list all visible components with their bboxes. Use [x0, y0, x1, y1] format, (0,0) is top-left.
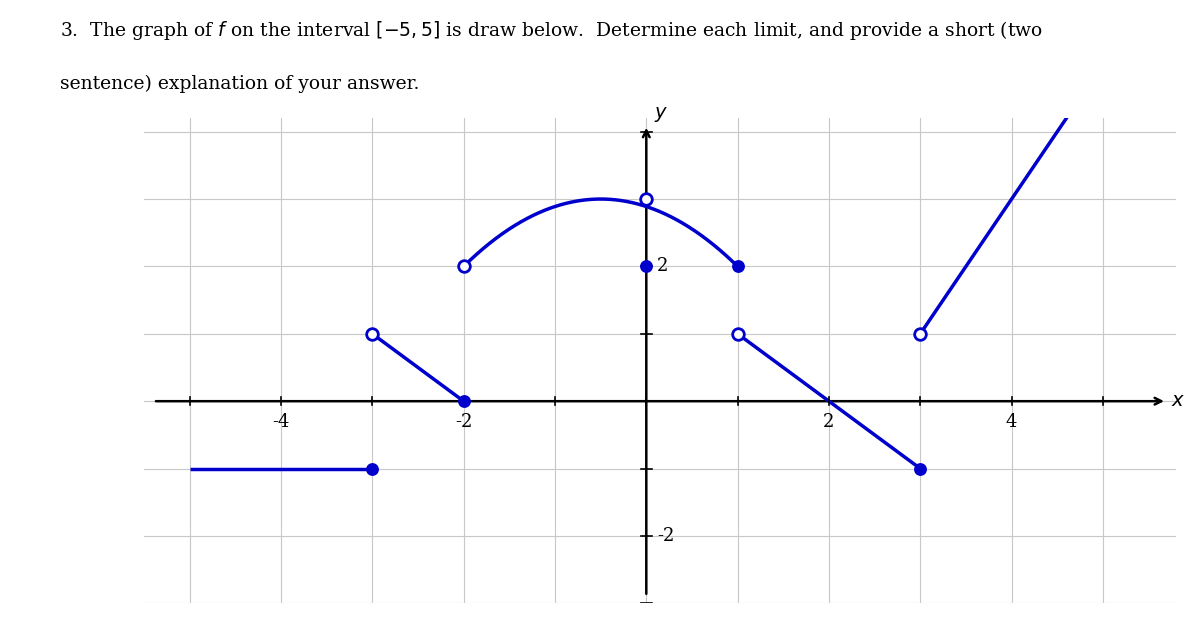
- Text: 4: 4: [1006, 413, 1018, 431]
- Point: [362, 329, 382, 339]
- Point: [728, 329, 748, 339]
- Text: 2: 2: [823, 413, 835, 431]
- Point: [728, 261, 748, 271]
- Text: $x$: $x$: [1171, 392, 1186, 410]
- Text: -2: -2: [455, 413, 473, 431]
- Point: [362, 463, 382, 473]
- Text: sentence) explanation of your answer.: sentence) explanation of your answer.: [60, 75, 419, 93]
- Point: [911, 463, 930, 473]
- Text: -4: -4: [272, 413, 289, 431]
- Text: 3.  The graph of $f$ on the interval $[-5, 5]$ is draw below.  Determine each li: 3. The graph of $f$ on the interval $[-5…: [60, 19, 1043, 42]
- Text: $y$: $y$: [654, 104, 668, 124]
- Point: [637, 261, 656, 271]
- Point: [454, 396, 473, 406]
- Point: [454, 261, 473, 271]
- Point: [911, 329, 930, 339]
- Point: [637, 194, 656, 204]
- Text: -2: -2: [658, 527, 674, 545]
- Text: 2: 2: [658, 258, 668, 276]
